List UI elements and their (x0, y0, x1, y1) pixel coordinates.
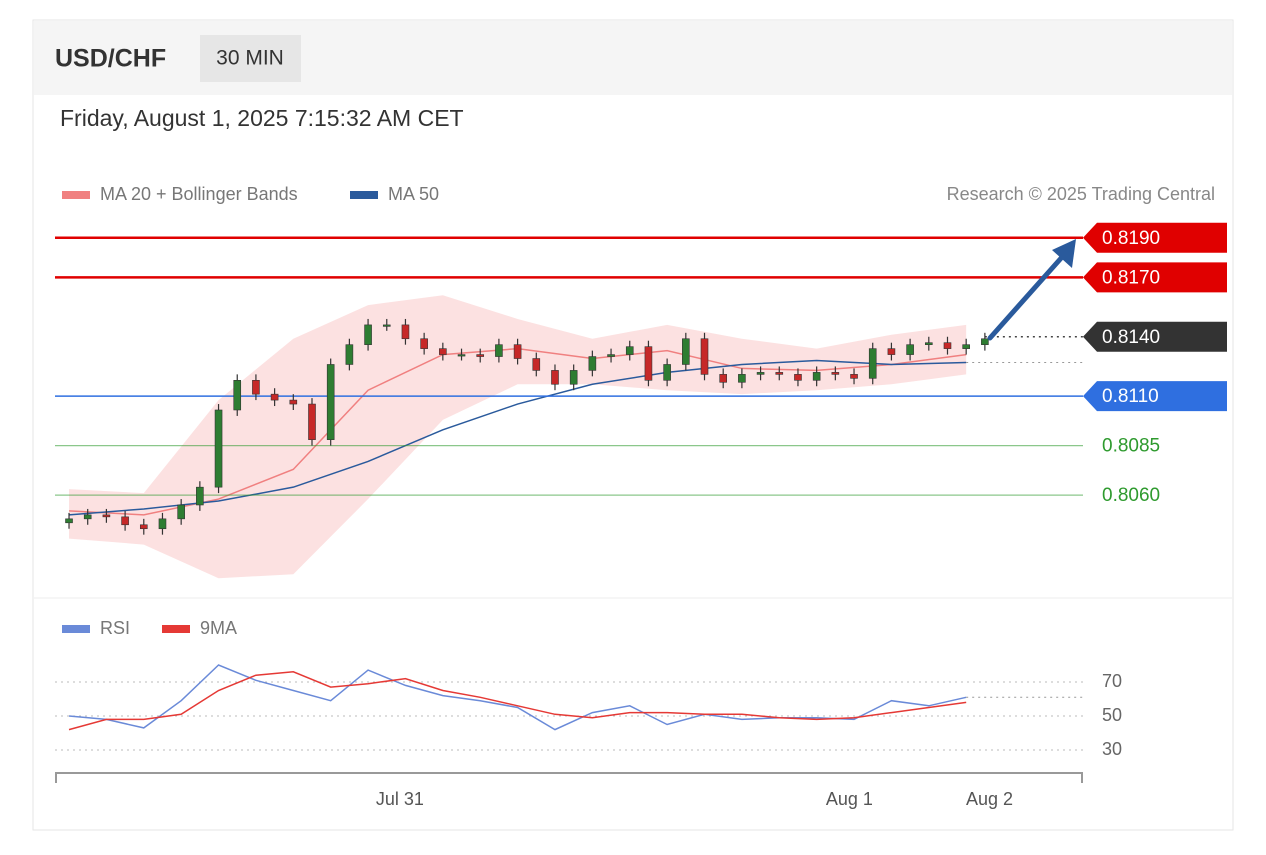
candle-body (924, 342, 933, 345)
candle-body (252, 380, 260, 395)
legend-swatch (62, 625, 90, 633)
candle-body (682, 338, 690, 365)
candle-body (308, 403, 316, 440)
candle-body (607, 354, 615, 357)
symbol: USD/CHF (55, 45, 166, 73)
arrow-head (1052, 239, 1076, 268)
legend-label: RSI (100, 618, 130, 638)
candle-body (476, 354, 485, 357)
candle-body (551, 370, 559, 385)
candle-body (756, 372, 765, 375)
candle-body (121, 516, 129, 526)
candle-body (364, 324, 372, 345)
bollinger-band (69, 295, 967, 579)
y-tick-label: 30 (1102, 739, 1122, 759)
level-label: 0.8140 (1102, 327, 1160, 348)
candle-body (270, 393, 279, 401)
candle-body (775, 372, 784, 375)
candle-body (158, 518, 167, 530)
candle-body (719, 374, 728, 383)
x-tick-label: Jul 31 (376, 789, 424, 809)
level-label: 0.8085 (1102, 436, 1160, 457)
legend-swatch (62, 191, 90, 199)
candle-body (513, 344, 522, 359)
candle-body (345, 344, 354, 365)
candle-body (831, 372, 840, 375)
candle-body (214, 409, 223, 488)
candle-body (177, 504, 185, 520)
candle-body (457, 354, 466, 357)
y-tick-label: 70 (1102, 671, 1122, 691)
candle-body (569, 370, 578, 385)
candle-body (83, 514, 92, 520)
candle-body (700, 338, 709, 375)
legend-swatch (162, 625, 190, 633)
legend-label: MA 50 (388, 184, 439, 204)
candle-body (289, 399, 298, 405)
level-label-box (1083, 222, 1227, 253)
candle-body (981, 338, 989, 345)
candle-body (868, 348, 877, 379)
candle-body (887, 348, 896, 355)
level-label-box (1083, 262, 1227, 293)
candle-body (439, 348, 447, 355)
candle-body (644, 346, 653, 381)
candle-body (382, 324, 391, 327)
copyright: Research © 2025 Trading Central (947, 184, 1215, 204)
forecast-arrow (987, 239, 1076, 341)
rsi-line (68, 664, 967, 731)
candle-body (663, 364, 671, 381)
candle-body (495, 344, 503, 357)
rsi-line (68, 671, 967, 731)
candle-body (943, 342, 952, 349)
legend-label: MA 20 + Bollinger Bands (100, 184, 298, 204)
legend-swatch (350, 191, 378, 199)
candle-body (532, 358, 541, 371)
level-label: 0.8060 (1102, 485, 1160, 506)
candle-body (102, 514, 111, 518)
candle-body (420, 338, 428, 349)
level-label-box (1083, 321, 1227, 352)
candle-body (962, 344, 970, 349)
timestamp: Friday, August 1, 2025 7:15:32 AM CET (60, 105, 464, 131)
interval-box (200, 35, 301, 82)
y-tick-label: 50 (1102, 705, 1122, 725)
x-tick-label: Aug 2 (966, 789, 1013, 809)
legend-label: 9MA (200, 618, 237, 638)
candle-body (401, 324, 410, 340)
level-label: 0.8170 (1102, 267, 1160, 288)
candle-body (794, 374, 802, 381)
candle-body (65, 518, 73, 524)
candle-body (906, 344, 914, 355)
candle-body (233, 380, 242, 411)
candle-body (812, 372, 821, 381)
candle-body (588, 356, 597, 371)
interval: 30 MIN (216, 47, 284, 70)
candle-body (196, 486, 204, 506)
level-label-box (1083, 381, 1227, 412)
candle-body (139, 524, 148, 530)
level-label: 0.8110 (1102, 386, 1159, 407)
arrow-shaft (987, 253, 1066, 341)
candle-body (625, 346, 634, 355)
ma-line (68, 359, 967, 516)
plot-layer: MA 20 + Bollinger Bands MA 50 0.8190 0.8170… (55, 184, 1227, 809)
candle-body (850, 374, 858, 379)
level-label: 0.8190 (1102, 228, 1160, 249)
x-tick-label: Aug 1 (826, 789, 873, 809)
candle-body (738, 374, 746, 383)
candle-body (326, 364, 335, 440)
